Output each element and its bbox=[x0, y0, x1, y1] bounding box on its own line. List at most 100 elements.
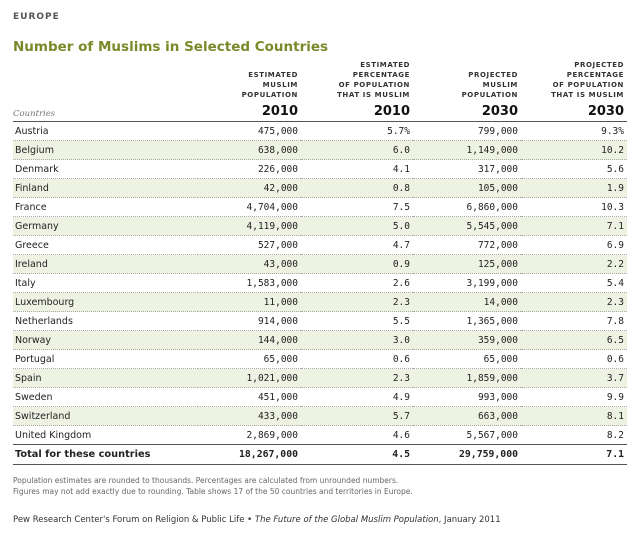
table-cell: 8.1 bbox=[521, 406, 627, 426]
table-cell: 5.0 bbox=[301, 216, 413, 236]
header-projected-population: PROJECTED MUSLIM POPULATION bbox=[461, 71, 518, 99]
table-cell: 7.8 bbox=[521, 311, 627, 331]
table-row: Ireland 43,000 0.9 125,000 2.2 bbox=[13, 254, 627, 274]
table-cell: 5,567,000 bbox=[413, 425, 521, 445]
year-label: 2010 bbox=[301, 103, 413, 122]
table-cell: 317,000 bbox=[413, 159, 521, 179]
table-cell: 6.5 bbox=[521, 330, 627, 350]
table-row: Luxembourg 11,000 2.3 14,000 2.3 bbox=[13, 292, 627, 312]
table-row: France 4,704,000 7.5 6,860,000 10.3 bbox=[13, 197, 627, 217]
table-row: Switzerland 433,000 5.7 663,000 8.1 bbox=[13, 406, 627, 426]
source-line: Pew Research Center's Forum on Religion … bbox=[13, 515, 501, 525]
header-blank bbox=[13, 50, 198, 103]
table-cell: 5.5 bbox=[301, 311, 413, 331]
table-title: Number of Muslims in Selected Countries bbox=[13, 39, 329, 55]
table-row: Denmark 226,000 4.1 317,000 5.6 bbox=[13, 159, 627, 179]
table-row: Sweden 451,000 4.9 993,000 9.9 bbox=[13, 387, 627, 407]
table-cell: 4.1 bbox=[301, 159, 413, 179]
table-cell: 65,000 bbox=[198, 349, 301, 369]
table-cell: 11,000 bbox=[198, 292, 301, 312]
table-cell: 226,000 bbox=[198, 159, 301, 179]
country-name: Ireland bbox=[13, 254, 198, 274]
table-cell: 6.9 bbox=[521, 235, 627, 255]
country-name: United Kingdom bbox=[13, 425, 198, 445]
table-cell: 1.9 bbox=[521, 178, 627, 198]
total-cell: 18,267,000 bbox=[198, 444, 301, 465]
table-cell: 4,704,000 bbox=[198, 197, 301, 217]
table-cell: 42,000 bbox=[198, 178, 301, 198]
country-name: Portugal bbox=[13, 349, 198, 369]
table-cell: 663,000 bbox=[413, 406, 521, 426]
table-cell: 4.6 bbox=[301, 425, 413, 445]
table-cell: 6.0 bbox=[301, 140, 413, 160]
footnote-line: Population estimates are rounded to thou… bbox=[13, 476, 399, 485]
source-publication: The Future of the Global Muslim Populati… bbox=[254, 515, 439, 525]
total-cell: 29,759,000 bbox=[413, 444, 521, 465]
table-cell: 0.6 bbox=[521, 349, 627, 369]
table-cell: 2.3 bbox=[521, 292, 627, 312]
table-cell: 433,000 bbox=[198, 406, 301, 426]
header-estimated-percentage: ESTIMATED PERCENTAGE OF POPULATION THAT IS … bbox=[337, 61, 410, 99]
table-cell: 4.7 bbox=[301, 235, 413, 255]
header-projected-percentage: PROJECTED PERCENTAGE OF POPULATION THAT IS … bbox=[551, 61, 624, 99]
total-row: Total for these countries 18,267,000 4.5… bbox=[13, 444, 627, 465]
table-cell: 144,000 bbox=[198, 330, 301, 350]
table-cell: 9.9 bbox=[521, 387, 627, 407]
country-name: Sweden bbox=[13, 387, 198, 407]
year-row: Countries 2010 2010 2030 2030 bbox=[13, 103, 627, 122]
table-cell: 1,859,000 bbox=[413, 368, 521, 388]
table-cell: 638,000 bbox=[198, 140, 301, 160]
table-cell: 3.0 bbox=[301, 330, 413, 350]
table-cell: 914,000 bbox=[198, 311, 301, 331]
table-row: Germany 4,119,000 5.0 5,545,000 7.1 bbox=[13, 216, 627, 236]
country-name: Switzerland bbox=[13, 406, 198, 426]
table-row: Greece 527,000 4.7 772,000 6.9 bbox=[13, 235, 627, 255]
table-row: Spain 1,021,000 2.3 1,859,000 3.7 bbox=[13, 368, 627, 388]
year-label: 2010 bbox=[198, 103, 301, 122]
header-row: ESTIMATED MUSLIM POPULATION ESTIMATED PERCE… bbox=[13, 50, 627, 103]
total-cell: 7.1 bbox=[521, 444, 627, 465]
table-cell: 527,000 bbox=[198, 235, 301, 255]
country-name: Greece bbox=[13, 235, 198, 255]
table-cell: 799,000 bbox=[413, 121, 521, 141]
table-row: Austria 475,000 5.7% 799,000 9.3% bbox=[13, 121, 627, 141]
table-cell: 5.7 bbox=[301, 406, 413, 426]
table-cell: 8.2 bbox=[521, 425, 627, 445]
table-cell: 9.3% bbox=[521, 121, 627, 141]
table-cell: 4.9 bbox=[301, 387, 413, 407]
table-cell: 4,119,000 bbox=[198, 216, 301, 236]
table-cell: 1,021,000 bbox=[198, 368, 301, 388]
table-cell: 0.8 bbox=[301, 178, 413, 198]
countries-label: Countries bbox=[13, 103, 198, 122]
source-date: , January 2011 bbox=[438, 515, 501, 525]
country-name: Norway bbox=[13, 330, 198, 350]
table-cell: 10.3 bbox=[521, 197, 627, 217]
total-cell: 4.5 bbox=[301, 444, 413, 465]
table-cell: 1,149,000 bbox=[413, 140, 521, 160]
table-cell: 1,365,000 bbox=[413, 311, 521, 331]
total-label: Total for these countries bbox=[13, 444, 198, 465]
table-cell: 993,000 bbox=[413, 387, 521, 407]
table-cell: 5,545,000 bbox=[413, 216, 521, 236]
table-cell: 451,000 bbox=[198, 387, 301, 407]
country-name: Germany bbox=[13, 216, 198, 236]
table-cell: 10.2 bbox=[521, 140, 627, 160]
table-cell: 2.3 bbox=[301, 292, 413, 312]
table-cell: 3.7 bbox=[521, 368, 627, 388]
muslim-population-table: ESTIMATED MUSLIM POPULATION ESTIMATED PERCE… bbox=[13, 50, 627, 465]
footnotes: Population estimates are rounded to thou… bbox=[13, 475, 613, 497]
country-name: Italy bbox=[13, 273, 198, 293]
table-row: Norway 144,000 3.0 359,000 6.5 bbox=[13, 330, 627, 350]
table-cell: 2.6 bbox=[301, 273, 413, 293]
table-cell: 3,199,000 bbox=[413, 273, 521, 293]
table-cell: 7.1 bbox=[521, 216, 627, 236]
table-cell: 2.2 bbox=[521, 254, 627, 274]
country-name: Finland bbox=[13, 178, 198, 198]
table-cell: 359,000 bbox=[413, 330, 521, 350]
table-cell: 5.4 bbox=[521, 273, 627, 293]
table-cell: 7.5 bbox=[301, 197, 413, 217]
year-label: 2030 bbox=[413, 103, 521, 122]
country-name: Netherlands bbox=[13, 311, 198, 331]
table-cell: 14,000 bbox=[413, 292, 521, 312]
table-cell: 0.6 bbox=[301, 349, 413, 369]
